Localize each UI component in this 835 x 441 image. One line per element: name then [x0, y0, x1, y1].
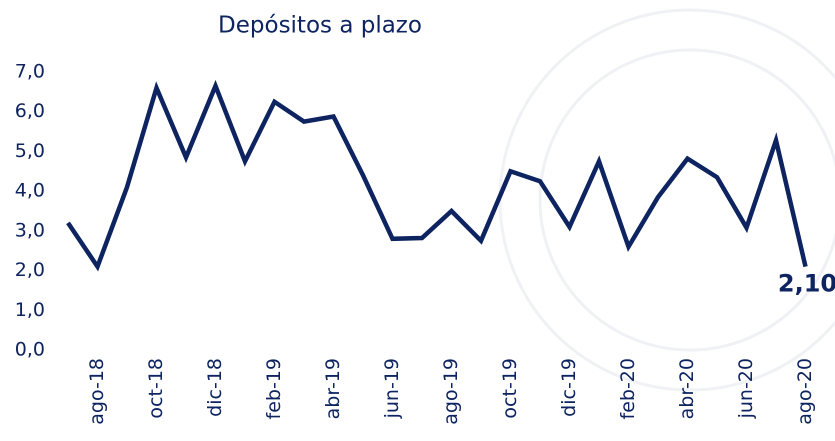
x-tick-label: feb-19 — [263, 358, 285, 419]
x-tick-label: oct-18 — [145, 358, 167, 419]
y-tick-label: 6,0 — [15, 100, 45, 122]
y-tick-label: 0,0 — [15, 339, 45, 361]
y-tick-label: 2,0 — [15, 259, 45, 281]
x-tick-label: jun-20 — [735, 358, 757, 419]
x-tick-label: ago-18 — [86, 358, 108, 425]
x-tick-label: abr-19 — [322, 358, 344, 419]
y-tick-label: 1,0 — [15, 299, 45, 321]
data-label: 2,10 — [778, 270, 835, 298]
x-tick-label: dic-19 — [558, 358, 580, 417]
line — [66, 79, 808, 272]
x-tick-label: dic-18 — [204, 358, 226, 417]
x-tick-label: ago-20 — [794, 358, 816, 425]
x-tick-label: oct-19 — [499, 358, 521, 419]
x-tick-label: feb-20 — [617, 358, 639, 419]
x-tick-label: ago-19 — [440, 358, 462, 425]
y-tick-label: 3,0 — [15, 219, 45, 241]
y-tick-label: 4,0 — [15, 180, 45, 202]
x-tick-label: abr-20 — [676, 358, 698, 419]
x-tick-label: jun-19 — [381, 358, 403, 419]
y-tick-label: 7,0 — [15, 61, 45, 83]
y-tick-label: 5,0 — [15, 140, 45, 162]
chart-title: Depósitos a plazo — [218, 13, 422, 39]
